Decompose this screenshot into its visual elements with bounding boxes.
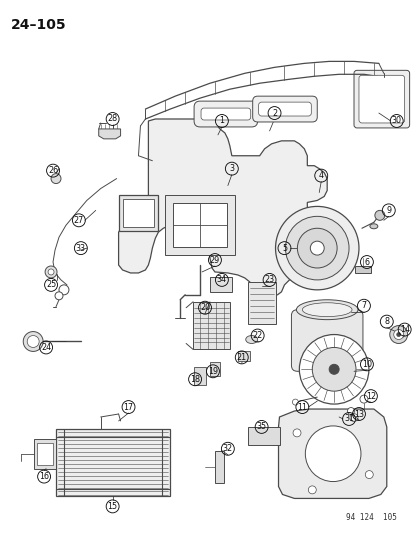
Text: 1: 1 [219,117,224,125]
Circle shape [308,486,316,494]
Text: 15: 15 [107,502,117,511]
FancyBboxPatch shape [118,196,158,231]
Text: 32: 32 [222,445,233,453]
FancyBboxPatch shape [194,101,257,127]
Ellipse shape [296,300,357,320]
Text: 27: 27 [74,216,84,225]
Text: 14: 14 [399,325,409,334]
Text: 4: 4 [318,171,323,180]
FancyBboxPatch shape [358,75,404,123]
Circle shape [364,471,373,479]
Bar [247,282,275,324]
Text: 31: 31 [343,415,353,424]
Polygon shape [278,409,386,498]
Bar [34,439,56,469]
Circle shape [349,414,357,422]
Bar [237,351,249,361]
Circle shape [328,365,338,374]
Ellipse shape [301,303,351,317]
Text: 8: 8 [383,317,388,326]
FancyBboxPatch shape [122,199,154,227]
Bar [354,266,370,273]
Bar [173,204,226,247]
Circle shape [48,269,54,275]
Ellipse shape [245,336,257,343]
Text: 35: 35 [256,423,266,431]
Bar [56,429,170,496]
Text: 18: 18 [190,375,199,384]
Text: 26: 26 [48,166,58,175]
Text: 22: 22 [252,331,262,340]
Ellipse shape [369,224,377,229]
Polygon shape [118,119,326,295]
Text: 7: 7 [361,301,366,310]
FancyBboxPatch shape [258,102,311,116]
Text: 13: 13 [353,409,363,418]
Text: 29: 29 [209,255,220,264]
Circle shape [297,228,336,268]
Text: 17: 17 [123,402,133,411]
Text: 34: 34 [216,276,226,285]
Circle shape [359,395,367,403]
Text: 21: 21 [236,353,246,362]
Text: 23: 23 [264,276,274,285]
Circle shape [292,429,300,437]
Text: 94 124  105: 94 124 105 [345,513,396,522]
Text: 2: 2 [271,109,276,118]
Text: 6: 6 [363,257,368,266]
Text: 3: 3 [229,164,234,173]
Text: 19: 19 [207,367,218,376]
Circle shape [396,333,400,336]
Circle shape [45,266,57,278]
FancyBboxPatch shape [252,96,316,122]
Circle shape [23,332,43,351]
Text: 24–105: 24–105 [11,18,67,31]
Polygon shape [192,302,229,350]
Circle shape [27,336,39,348]
Text: 28: 28 [107,115,117,124]
Circle shape [51,174,61,183]
Circle shape [55,292,63,300]
Bar [247,427,279,445]
Text: 25: 25 [46,280,56,289]
Text: 16: 16 [39,472,49,481]
Bar [209,362,219,376]
Text: 24: 24 [41,343,51,352]
Bar [214,451,223,482]
Circle shape [393,329,403,340]
Text: 33: 33 [76,244,85,253]
Circle shape [292,399,298,405]
FancyBboxPatch shape [353,70,408,128]
Text: 12: 12 [365,392,375,401]
Polygon shape [98,129,120,139]
Text: 5: 5 [281,244,286,253]
Bar [165,196,234,255]
Circle shape [299,335,368,404]
Text: 10: 10 [361,360,371,369]
FancyBboxPatch shape [291,310,362,372]
FancyBboxPatch shape [201,108,250,120]
Circle shape [347,408,354,415]
Bar [209,277,231,292]
Bar [194,367,206,385]
Circle shape [275,206,358,290]
Circle shape [305,426,360,481]
Circle shape [285,216,348,280]
Text: 20: 20 [199,303,209,312]
Circle shape [389,326,407,343]
Circle shape [311,348,355,391]
Text: 11: 11 [297,402,306,411]
Circle shape [59,285,69,295]
Circle shape [374,211,384,220]
Bar [37,443,53,465]
Circle shape [310,241,323,255]
Text: 9: 9 [385,206,390,215]
Text: 30: 30 [391,117,401,125]
